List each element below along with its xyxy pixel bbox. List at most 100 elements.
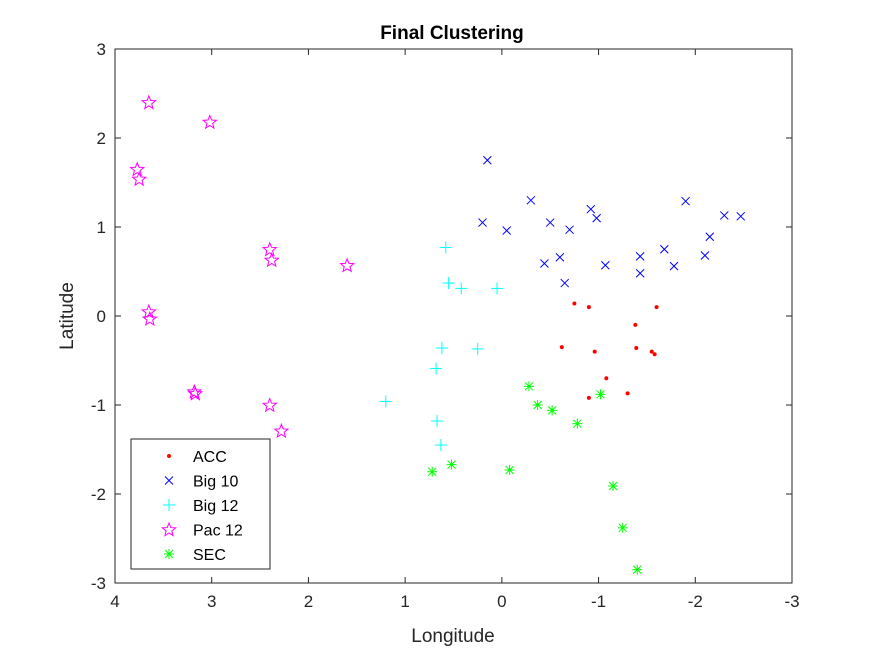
point-big-12 bbox=[491, 282, 504, 295]
y-tick-label: -3 bbox=[91, 574, 106, 593]
legend-marker-pac-12 bbox=[161, 521, 177, 537]
point-big-10 bbox=[560, 278, 570, 288]
point-big-10 bbox=[545, 218, 555, 227]
point-pac-12 bbox=[131, 171, 148, 187]
point-pac-12 bbox=[261, 397, 278, 413]
point-acc bbox=[559, 345, 564, 350]
point-pac-12 bbox=[339, 257, 356, 273]
x-tick-label: 0 bbox=[497, 592, 506, 611]
point-pac-12 bbox=[273, 422, 290, 439]
legend-marker-big-10 bbox=[164, 476, 174, 485]
point-big-12 bbox=[379, 395, 392, 408]
point-big-12 bbox=[439, 241, 452, 254]
point-acc bbox=[654, 305, 659, 310]
series-big-10 bbox=[478, 155, 746, 288]
point-big-12 bbox=[431, 415, 444, 428]
legend-entry-pac-12: Pac 12 bbox=[161, 521, 243, 540]
point-sec bbox=[504, 464, 515, 475]
y-tick-label: 1 bbox=[97, 218, 106, 237]
y-tick-label: 0 bbox=[97, 307, 106, 326]
x-tick-label: -2 bbox=[688, 592, 703, 611]
y-tick-label: -1 bbox=[91, 396, 106, 415]
y-tick-label: -2 bbox=[91, 485, 106, 504]
point-pac-12 bbox=[187, 385, 204, 401]
point-big-10 bbox=[502, 226, 512, 235]
point-acc bbox=[649, 349, 654, 354]
point-acc bbox=[586, 395, 591, 400]
series-pac-12 bbox=[129, 94, 356, 439]
legend-marker-acc bbox=[167, 454, 171, 458]
point-acc bbox=[625, 391, 630, 396]
point-big-10 bbox=[555, 252, 565, 262]
legend-marker-sec bbox=[164, 549, 174, 559]
legend-label: ACC bbox=[193, 449, 227, 466]
legend-label: Big 12 bbox=[193, 498, 238, 515]
point-big-10 bbox=[736, 211, 746, 221]
point-big-10 bbox=[635, 268, 645, 278]
point-acc bbox=[652, 352, 657, 357]
point-sec bbox=[572, 418, 583, 429]
point-sec bbox=[532, 400, 543, 410]
legend-label: Big 10 bbox=[193, 474, 238, 491]
legend: ACC Big 10 Big 12 Pac 12 SEC bbox=[130, 438, 271, 570]
point-big-10 bbox=[669, 261, 679, 271]
y-tick-label: 3 bbox=[97, 40, 106, 59]
point-pac-12 bbox=[141, 310, 158, 326]
point-acc bbox=[604, 376, 609, 381]
series-big-12 bbox=[379, 241, 504, 452]
point-acc bbox=[572, 301, 577, 306]
point-sec bbox=[608, 480, 619, 491]
legend-box bbox=[130, 438, 271, 570]
series-acc bbox=[559, 301, 659, 400]
point-acc bbox=[592, 349, 597, 354]
point-big-12 bbox=[455, 282, 468, 295]
data-points bbox=[129, 94, 746, 575]
y-axis-label: Latitude bbox=[57, 282, 78, 350]
point-big-12 bbox=[442, 277, 455, 290]
legend-entry-sec: SEC bbox=[164, 547, 226, 564]
point-sec bbox=[547, 405, 558, 416]
point-big-12 bbox=[434, 439, 447, 452]
point-sec bbox=[523, 381, 534, 392]
legend-label: SEC bbox=[193, 547, 226, 564]
point-sec bbox=[446, 459, 457, 470]
y-tick-label: 2 bbox=[97, 129, 106, 148]
point-sec bbox=[595, 389, 606, 400]
series-sec bbox=[427, 381, 643, 575]
legend-label: Pac 12 bbox=[193, 523, 243, 540]
legend-marker-big-12 bbox=[163, 499, 175, 511]
point-pac-12 bbox=[129, 161, 146, 177]
point-big-10 bbox=[635, 252, 645, 261]
point-big-10 bbox=[681, 196, 690, 206]
x-tick-label: 2 bbox=[304, 592, 313, 611]
point-sec bbox=[617, 522, 628, 533]
point-big-10 bbox=[705, 232, 715, 242]
x-axis-label: Longitude bbox=[411, 626, 494, 647]
legend-entry-acc: ACC bbox=[167, 449, 227, 466]
legend-entry-big-12: Big 12 bbox=[163, 498, 238, 515]
point-acc bbox=[633, 322, 638, 327]
point-pac-12 bbox=[140, 94, 157, 110]
chart-title: Final Clustering bbox=[380, 23, 524, 44]
point-acc bbox=[586, 305, 591, 310]
point-big-10 bbox=[659, 244, 669, 254]
point-pac-12 bbox=[261, 241, 278, 257]
point-big-12 bbox=[471, 342, 484, 355]
point-big-12 bbox=[435, 342, 448, 355]
x-tick-label: -1 bbox=[591, 592, 606, 611]
point-sec bbox=[427, 466, 438, 477]
legend-entry-big-10: Big 10 bbox=[164, 474, 238, 491]
point-big-10 bbox=[478, 218, 487, 227]
x-tick-label: -3 bbox=[784, 592, 799, 611]
point-big-10 bbox=[600, 260, 610, 270]
point-big-12 bbox=[430, 362, 443, 375]
point-big-10 bbox=[592, 213, 601, 223]
point-pac-12 bbox=[263, 252, 280, 268]
point-pac-12 bbox=[201, 114, 218, 130]
point-big-10 bbox=[540, 259, 549, 268]
point-acc bbox=[634, 346, 639, 351]
point-big-10 bbox=[719, 211, 729, 220]
point-big-10 bbox=[526, 195, 536, 205]
axis-ticks: 4 3 2 1 0 -1 -2 -3 -3 -2 -1 0 1 2 3 bbox=[91, 40, 800, 611]
